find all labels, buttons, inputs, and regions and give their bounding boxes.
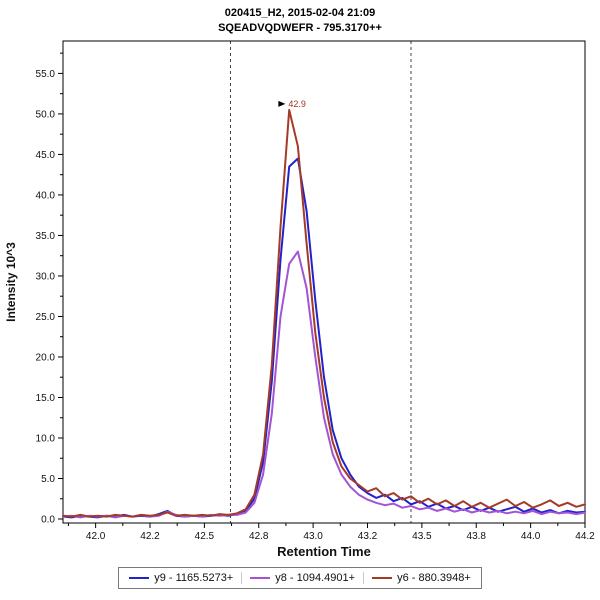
legend-box: y9 - 1165.5273+ y8 - 1094.4901+ y6 - 880.3… <box>118 567 482 589</box>
x-tick-label: 42.2 <box>140 531 160 542</box>
y-tick-label: 30.0 <box>36 271 56 282</box>
x-tick-label: 42.8 <box>249 531 269 542</box>
legend: y9 - 1165.5273+ y8 - 1094.4901+ y6 - 880.3… <box>0 567 600 589</box>
legend-label: y9 - 1165.5273+ <box>154 572 234 584</box>
legend-label: y6 - 880.3948+ <box>397 572 471 584</box>
y-tick-label: 50.0 <box>36 109 56 120</box>
series-line-0 <box>62 157 586 519</box>
y-axis-title: Intensity 10^3 <box>4 242 18 322</box>
y-tick-label: 10.0 <box>36 433 56 444</box>
peak-rt-annotation: 42.9 <box>288 99 306 109</box>
x-tick-label: 44.0 <box>521 531 541 542</box>
legend-line-swatch <box>129 577 150 579</box>
series-line-2 <box>62 108 586 518</box>
x-tick-label: 43.8 <box>467 531 487 542</box>
y-tick-label: 40.0 <box>36 190 56 201</box>
peak-pointer-icon <box>278 100 286 107</box>
x-axis-title: Retention Time <box>277 544 371 559</box>
chart-subtitle: SQEADVQDWEFR - 795.3170++ <box>218 22 382 34</box>
legend-item-1: y8 - 1094.4901+ <box>241 572 363 584</box>
series-line-1 <box>62 250 586 519</box>
y-tick-label: 0.0 <box>41 515 55 526</box>
legend-label: y8 - 1094.4901+ <box>275 572 356 584</box>
y-tick-label: 20.0 <box>36 352 56 363</box>
y-tick-label: 45.0 <box>36 150 56 161</box>
legend-item-0: y9 - 1165.5273+ <box>121 572 241 584</box>
legend-line-swatch <box>372 577 393 579</box>
x-tick-label: 43.5 <box>412 531 432 542</box>
x-tick-label: 44.2 <box>575 531 595 542</box>
y-tick-label: 25.0 <box>36 312 56 323</box>
chart-header: 020415_H2, 2015-02-04 21:09 SQEADVQDWEFR… <box>0 0 600 36</box>
y-tick-label: 15.0 <box>36 393 56 404</box>
chromatogram-plot[interactable]: 42.0 42.2 42.5 42.8 43.0 43.2 43.5 43.8 44.0 44.2… <box>0 36 600 564</box>
y-tick-label: 55.0 <box>36 69 56 80</box>
chart-title: 020415_H2, 2015-02-04 21:09 <box>224 7 376 19</box>
legend-item-2: y6 - 880.3948+ <box>363 572 479 584</box>
y-tick-label: 35.0 <box>36 231 56 242</box>
x-tick-label: 43.2 <box>358 531 378 542</box>
x-tick-label: 42.0 <box>86 531 106 542</box>
y-tick-label: 5.0 <box>41 474 55 485</box>
legend-line-swatch <box>250 577 271 579</box>
plot-border <box>62 40 586 524</box>
x-tick-label: 42.5 <box>195 531 215 542</box>
x-tick-label: 43.0 <box>303 531 323 542</box>
